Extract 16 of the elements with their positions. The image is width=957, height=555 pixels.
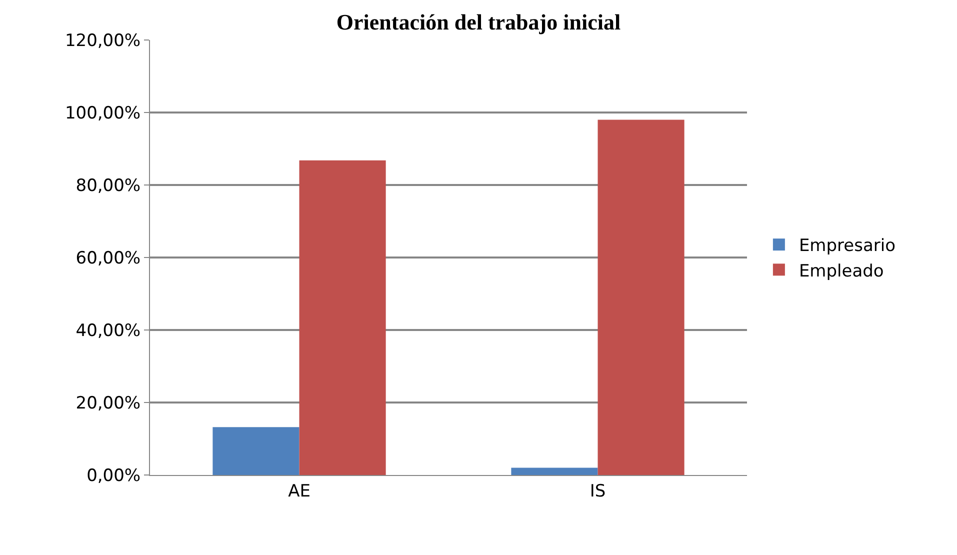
- y-tick-label: 20,00%: [76, 393, 141, 414]
- y-tick-label: 40,00%: [76, 320, 141, 341]
- bar: [299, 160, 386, 475]
- legend-label: Empresario: [798, 236, 896, 256]
- x-tick-label: AE: [288, 481, 310, 502]
- bar: [511, 468, 598, 475]
- y-tick-label: 60,00%: [76, 248, 141, 268]
- y-tick-label: 100,00%: [64, 103, 141, 124]
- legend-label: Empleado: [798, 261, 884, 282]
- chart-title: Orientación del trabajo inicial: [336, 9, 621, 34]
- y-tick-label: 0,00%: [86, 466, 141, 486]
- bar: [598, 120, 684, 475]
- y-tick-label: 120,00%: [64, 30, 141, 51]
- bar: [212, 427, 300, 475]
- x-tick-label: IS: [590, 481, 606, 502]
- y-tick-label: 80,00%: [76, 176, 141, 196]
